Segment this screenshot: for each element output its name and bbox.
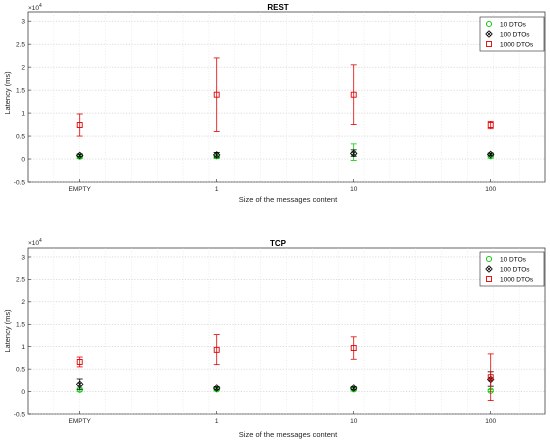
tcp-plot-area: -0.5 0 0.5 1 1.5 2 2.5 3 EMPTY 1 10 100: [14, 247, 546, 425]
rest-xtick-label: 1: [215, 186, 219, 193]
data-marker: [213, 91, 220, 98]
legend-symbol: [485, 255, 493, 263]
tcp-ytick-label: 0.5: [16, 366, 25, 373]
tcp-ytick-label: 2.5: [16, 277, 25, 284]
legend-symbol: [486, 41, 492, 47]
tcp-axes-box: [27, 247, 546, 415]
rest-point-100-dtos: [75, 151, 84, 160]
rest-legend: 10 DTOs 100 DTOs 1000 DTOs: [479, 16, 545, 52]
rest-xtick-label: 100: [485, 186, 496, 193]
tcp-point-1000-dtos: [487, 353, 494, 401]
tcp-point-100-dtos: [349, 384, 358, 392]
tcp-title: TCP: [270, 239, 287, 248]
rest-ytick-label: 1.5: [16, 87, 25, 94]
data-marker: [212, 151, 221, 159]
data-marker: [487, 374, 494, 381]
tcp-ylabel: Latency (ms): [3, 309, 12, 353]
rest-xtick-label: 10: [350, 186, 358, 193]
tcp-point-1000-dtos: [213, 334, 220, 366]
data-marker: [212, 384, 221, 392]
tcp-exponent-base: ×10: [28, 240, 39, 247]
tcp-legend-marker-100: [485, 265, 493, 273]
rest-panel: REST ×104 Latency (ms) Size of the messa…: [3, 3, 546, 204]
rest-point-100-dtos: [349, 149, 358, 158]
data-marker: [349, 149, 358, 158]
data-marker: [487, 122, 494, 128]
data-marker: [213, 346, 220, 353]
rest-xtick-label: EMPTY: [68, 186, 91, 193]
rest-point-1000-dtos: [76, 113, 83, 137]
rest-ytick-label: 1: [21, 110, 25, 117]
tcp-point-100-dtos: [212, 384, 221, 392]
tcp-legend-label-10: 10 DTOs: [500, 257, 527, 264]
tcp-xtick-label: EMPTY: [68, 418, 91, 425]
tcp-ytick-label: 0: [21, 389, 25, 396]
tcp-ytick-label: 1.5: [16, 322, 25, 329]
rest-legend-marker-100: [485, 30, 493, 38]
tcp-legend: 10 DTOs 100 DTOs 1000 DTOs: [479, 251, 545, 287]
tcp-xtick-label: 1: [215, 418, 219, 425]
rest-exponent: ×104: [28, 3, 42, 12]
rest-ylabel: Latency (ms): [3, 71, 12, 115]
legend-symbol: [485, 30, 493, 38]
rest-ytick-label: -0.5: [14, 179, 26, 186]
data-marker: [349, 384, 358, 392]
rest-point-100-dtos: [486, 150, 495, 159]
rest-legend-marker-10: [485, 20, 493, 28]
tcp-legend-marker-1000: [486, 276, 492, 282]
data-marker: [486, 150, 495, 159]
tcp-point-100-dtos: [75, 378, 84, 390]
rest-legend-label-10: 10 DTOs: [500, 22, 527, 29]
tcp-ytick-label: 3: [21, 254, 25, 261]
tcp-xtick-label: 10: [350, 418, 358, 425]
tcp-exponent-power: 4: [39, 238, 42, 244]
rest-exponent-power: 4: [39, 3, 42, 9]
rest-ytick-label: 3: [21, 18, 25, 25]
tcp-point-1000-dtos: [350, 336, 357, 360]
rest-title: REST: [267, 3, 288, 12]
tcp-xlabel: Size of the messages content: [239, 430, 338, 439]
legend-symbol: [486, 276, 492, 282]
rest-point-100-dtos: [212, 151, 221, 159]
rest-xlabel: Size of the messages content: [239, 195, 338, 204]
data-marker: [76, 122, 83, 128]
tcp-legend-label-1000: 1000 DTOs: [500, 277, 534, 284]
tcp-point-1000-dtos: [76, 356, 83, 368]
tcp-panel: TCP ×104 Latency (ms) Size of the messag…: [3, 238, 546, 439]
tcp-legend-box: [479, 251, 545, 287]
legend-symbol: [485, 265, 493, 273]
rest-legend-marker-1000: [486, 41, 492, 47]
rest-ytick-label: 2: [21, 64, 25, 71]
rest-ytick-label: 0.5: [16, 133, 25, 140]
rest-ytick-label: 2.5: [16, 41, 25, 48]
data-marker: [350, 345, 357, 351]
rest-ytick-label: 0: [21, 156, 25, 163]
data-marker: [75, 380, 84, 389]
legend-symbol: [485, 20, 493, 28]
rest-exponent-base: ×10: [28, 5, 39, 12]
rest-legend-label-100: 100 DTOs: [500, 32, 530, 39]
data-marker: [76, 359, 83, 365]
data-marker: [350, 91, 357, 98]
rest-point-1000-dtos: [213, 57, 220, 132]
rest-point-1000-dtos: [350, 64, 357, 125]
rest-legend-label-1000: 1000 DTOs: [500, 42, 534, 49]
rest-point-1000-dtos: [487, 120, 494, 130]
tcp-legend-label-100: 100 DTOs: [500, 267, 530, 274]
rest-plot-area: -0.5 0 0.5 1 1.5 2 2.5 3 EMPTY 1 10 100: [14, 11, 546, 193]
tcp-ytick-label: -0.5: [14, 411, 26, 418]
tcp-legend-marker-10: [485, 255, 493, 263]
data-marker: [75, 151, 84, 160]
tcp-ytick-label: 2: [21, 299, 25, 306]
tcp-ytick-label: 1: [21, 344, 25, 351]
tcp-exponent: ×104: [28, 238, 42, 247]
tcp-xtick-label: 100: [485, 418, 496, 425]
rest-legend-box: [479, 16, 545, 52]
